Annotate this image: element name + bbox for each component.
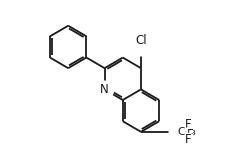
Text: CF₃: CF₃ (177, 127, 196, 137)
Text: Cl: Cl (135, 34, 147, 47)
Text: F: F (186, 128, 193, 141)
Text: F: F (185, 133, 192, 146)
Text: N: N (100, 83, 109, 96)
Text: F: F (185, 118, 192, 131)
